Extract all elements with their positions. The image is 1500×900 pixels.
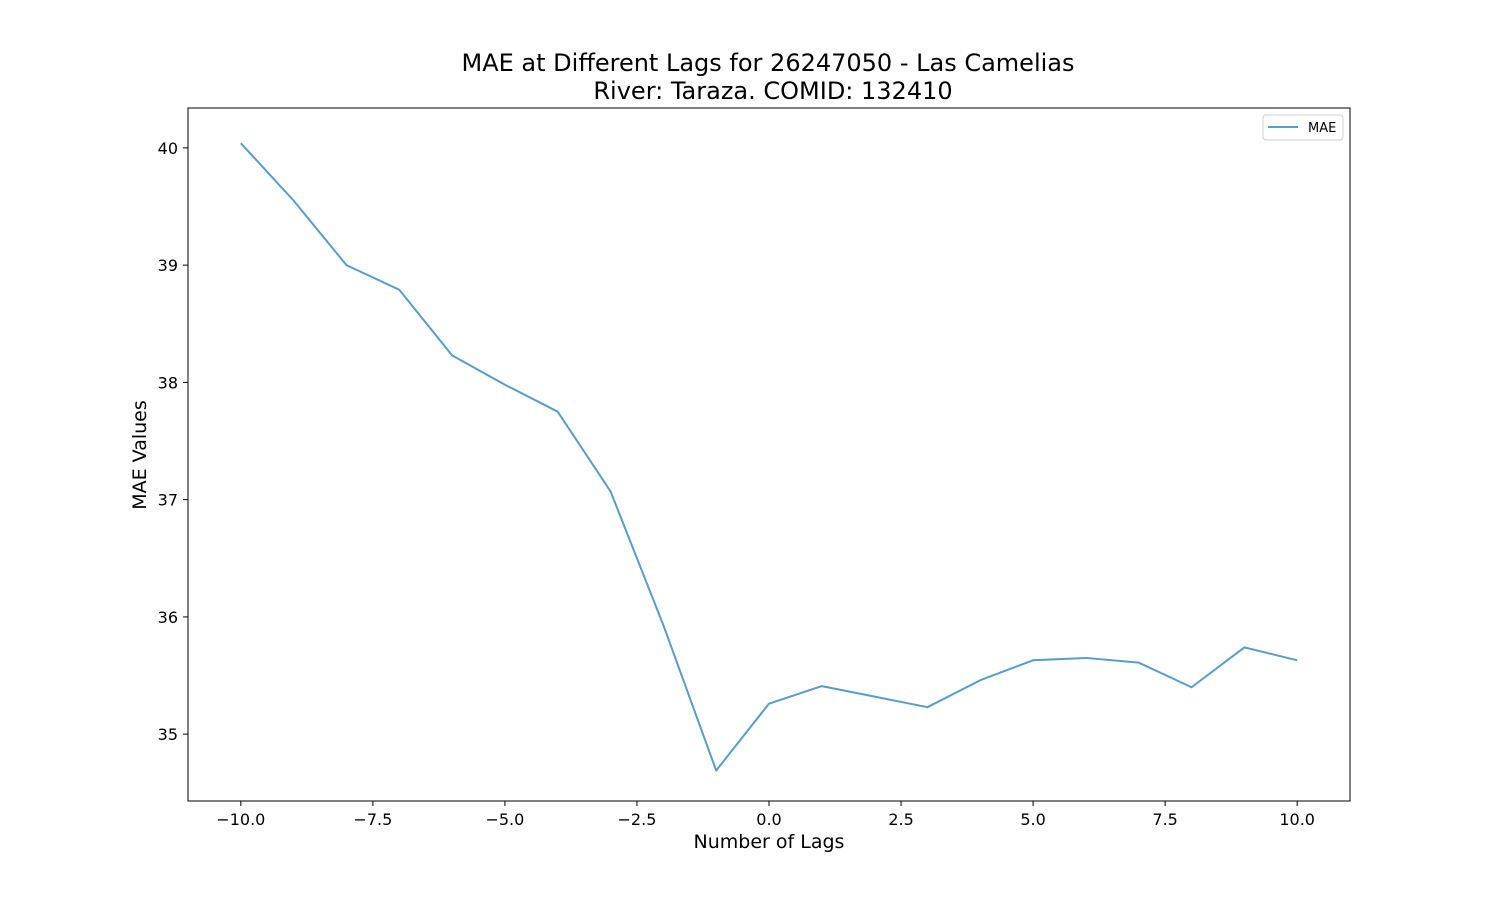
plot-area-frame (187, 107, 1351, 802)
x-tick-label: −7.5 (353, 810, 392, 829)
y-axis-label: MAE Values (129, 400, 151, 510)
y-tick-label: 36 (158, 608, 178, 627)
data-point (1032, 659, 1034, 661)
x-tick-label: 2.5 (888, 810, 913, 829)
data-point (1085, 657, 1087, 659)
data-point (1191, 686, 1193, 688)
data-point (451, 354, 453, 356)
x-tick-label: 0.0 (756, 810, 781, 829)
data-point (1138, 662, 1140, 664)
x-tick-label: −10.0 (216, 810, 265, 829)
series-layer (240, 142, 1298, 772)
data-point (715, 770, 717, 772)
data-point (610, 490, 612, 492)
x-tick-label: −5.0 (485, 810, 524, 829)
data-point (1243, 646, 1245, 648)
data-point (504, 384, 506, 386)
chart-title-line-1: MAE at Different Lags for 26247050 - Las… (462, 49, 1075, 77)
x-tick-label: 5.0 (1020, 810, 1045, 829)
y-tick-label: 37 (158, 491, 178, 510)
data-point (1296, 659, 1298, 661)
y-tick-label: 35 (158, 725, 178, 744)
y-tick-label: 40 (158, 139, 178, 158)
data-point (662, 624, 664, 626)
legend: MAE (1262, 114, 1344, 141)
legend-box (1262, 114, 1344, 141)
legend-label-mae: MAE (1308, 121, 1336, 136)
x-axis-label: Number of Lags (694, 831, 845, 853)
data-point (768, 703, 770, 705)
data-point (821, 685, 823, 687)
data-point (874, 696, 876, 698)
data-point (398, 289, 400, 291)
data-point (979, 679, 981, 681)
data-point (557, 411, 559, 413)
series-line-mae (240, 142, 1298, 772)
data-point (345, 264, 347, 266)
chart-title-line-2: River: Taraza. COMID: 132410 (593, 77, 952, 105)
x-tick-label: −2.5 (618, 810, 657, 829)
x-tick-label: 7.5 (1152, 810, 1177, 829)
y-tick-label: 38 (158, 373, 178, 392)
y-axis-ticks: 35 36 37 38 39 40 (158, 139, 188, 744)
x-axis-ticks: −10.0 −7.5 −5.0 −2.5 0.0 2.5 5.0 7.5 10.0 (216, 801, 1315, 829)
data-point (240, 142, 242, 144)
data-point (293, 200, 295, 202)
data-point (926, 706, 928, 708)
y-tick-label: 39 (158, 256, 178, 275)
x-tick-label: 10.0 (1279, 810, 1315, 829)
